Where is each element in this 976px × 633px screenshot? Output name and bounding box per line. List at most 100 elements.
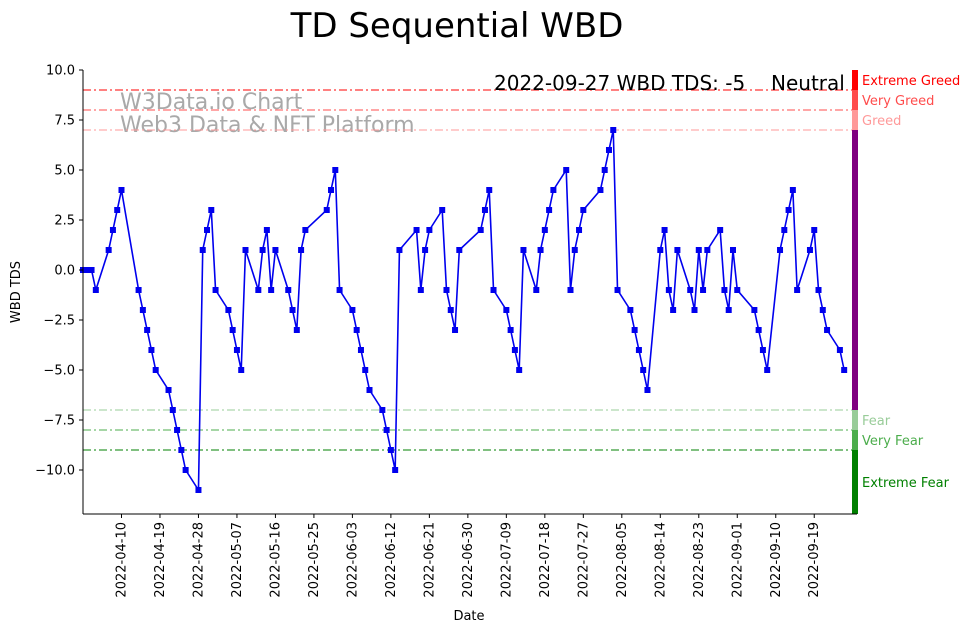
x-tick-label: 2022-06-03 <box>345 522 360 598</box>
y-tick-label: 10.0 <box>46 64 75 79</box>
data-point <box>704 247 711 253</box>
data-point <box>336 287 343 293</box>
data-point <box>233 347 240 353</box>
data-point <box>841 367 848 373</box>
data-point <box>229 327 236 333</box>
data-point <box>614 287 621 293</box>
x-tick-label: 2022-06-12 <box>384 522 399 598</box>
data-point <box>764 367 771 373</box>
data-point <box>563 167 570 173</box>
data-point <box>357 347 364 353</box>
data-point <box>293 327 300 333</box>
zone-lines <box>83 89 857 451</box>
data-point <box>174 427 181 433</box>
data-point <box>661 227 668 233</box>
x-tick-label: 2022-04-10 <box>114 522 129 598</box>
data-point <box>644 387 651 393</box>
x-tick-label: 2022-09-19 <box>807 522 822 598</box>
data-point <box>477 227 484 233</box>
x-tick-label: 2022-04-19 <box>153 522 168 598</box>
data-point <box>387 447 394 453</box>
zone-label-extreme-greed: Extreme Greed <box>862 74 960 89</box>
data-point <box>212 287 219 293</box>
y-tick-label: 7.5 <box>54 114 75 129</box>
data-point <box>195 487 202 493</box>
watermark-line-1: W3Data.io Chart <box>120 90 303 115</box>
data-point <box>302 227 309 233</box>
data-point <box>811 227 818 233</box>
data-point <box>323 207 330 213</box>
data-point <box>537 247 544 253</box>
data-point <box>259 247 266 253</box>
data-point <box>490 287 497 293</box>
data-point <box>567 287 574 293</box>
data-point <box>580 207 587 213</box>
x-tick-label: 2022-08-14 <box>653 522 668 598</box>
data-point <box>486 187 493 193</box>
data-point <box>242 247 249 253</box>
y-tick-label: −5.0 <box>43 364 75 379</box>
data-point <box>396 247 403 253</box>
data-point <box>422 247 429 253</box>
y-tick-label: −7.5 <box>43 414 75 429</box>
data-point <box>674 247 681 253</box>
data-point <box>84 267 91 273</box>
data-point <box>755 327 762 333</box>
data-point <box>725 307 732 313</box>
zone-label-fear: Fear <box>862 414 891 429</box>
data-point <box>533 287 540 293</box>
data-point <box>819 307 826 313</box>
x-axis-ticks: 2022-04-10 2022-04-19 2022-04-28 2022-05-07… <box>114 514 822 598</box>
watermark: W3Data.io Chart Web3 Data & NFT Platform <box>120 90 415 138</box>
data-point <box>139 307 146 313</box>
data-point <box>836 347 843 353</box>
data-point <box>610 127 617 133</box>
side-bar-neutral <box>852 130 858 410</box>
data-point <box>507 327 514 333</box>
data-point <box>109 227 116 233</box>
y-tick-label: −10.0 <box>35 464 75 479</box>
data-point <box>182 467 189 473</box>
y-tick-label: 0.0 <box>54 264 75 279</box>
data-point <box>447 307 454 313</box>
side-bar-very-greed <box>852 90 858 110</box>
data-point <box>785 207 792 213</box>
data-point <box>178 447 185 453</box>
data-point <box>353 327 360 333</box>
data-point <box>413 227 420 233</box>
data-point <box>657 247 664 253</box>
data-point <box>225 307 232 313</box>
data-point <box>208 207 215 213</box>
side-bar-fear <box>852 410 858 430</box>
x-tick-label: 2022-08-23 <box>692 522 707 598</box>
watermark-line-2: Web3 Data & NFT Platform <box>120 113 415 138</box>
data-point <box>806 247 813 253</box>
y-tick-label: −2.5 <box>43 314 75 329</box>
data-point <box>691 307 698 313</box>
x-tick-label: 2022-09-01 <box>730 522 745 598</box>
x-tick-label: 2022-05-25 <box>307 522 322 598</box>
data-point <box>392 467 399 473</box>
data-point <box>362 367 369 373</box>
data-point <box>605 147 612 153</box>
data-point <box>815 287 822 293</box>
x-tick-label: 2022-06-21 <box>422 522 437 598</box>
y-axis-label: WBD TDS <box>9 261 24 323</box>
data-point <box>268 287 275 293</box>
x-tick-label: 2022-05-16 <box>268 522 283 598</box>
data-point <box>118 187 125 193</box>
data-point <box>443 287 450 293</box>
data-point <box>794 287 801 293</box>
data-point <box>366 387 373 393</box>
chart-title: TD Sequential WBD <box>290 6 624 46</box>
data-point <box>379 407 386 413</box>
data-point <box>263 227 270 233</box>
zone-label-extreme-fear: Extreme Fear <box>862 476 950 491</box>
data-point <box>165 387 172 393</box>
x-tick-label: 2022-06-30 <box>461 522 476 598</box>
x-tick-label: 2022-07-27 <box>576 522 591 598</box>
zone-label-greed: Greed <box>862 114 901 129</box>
data-point <box>717 227 724 233</box>
data-point <box>152 367 159 373</box>
data-point <box>751 307 758 313</box>
